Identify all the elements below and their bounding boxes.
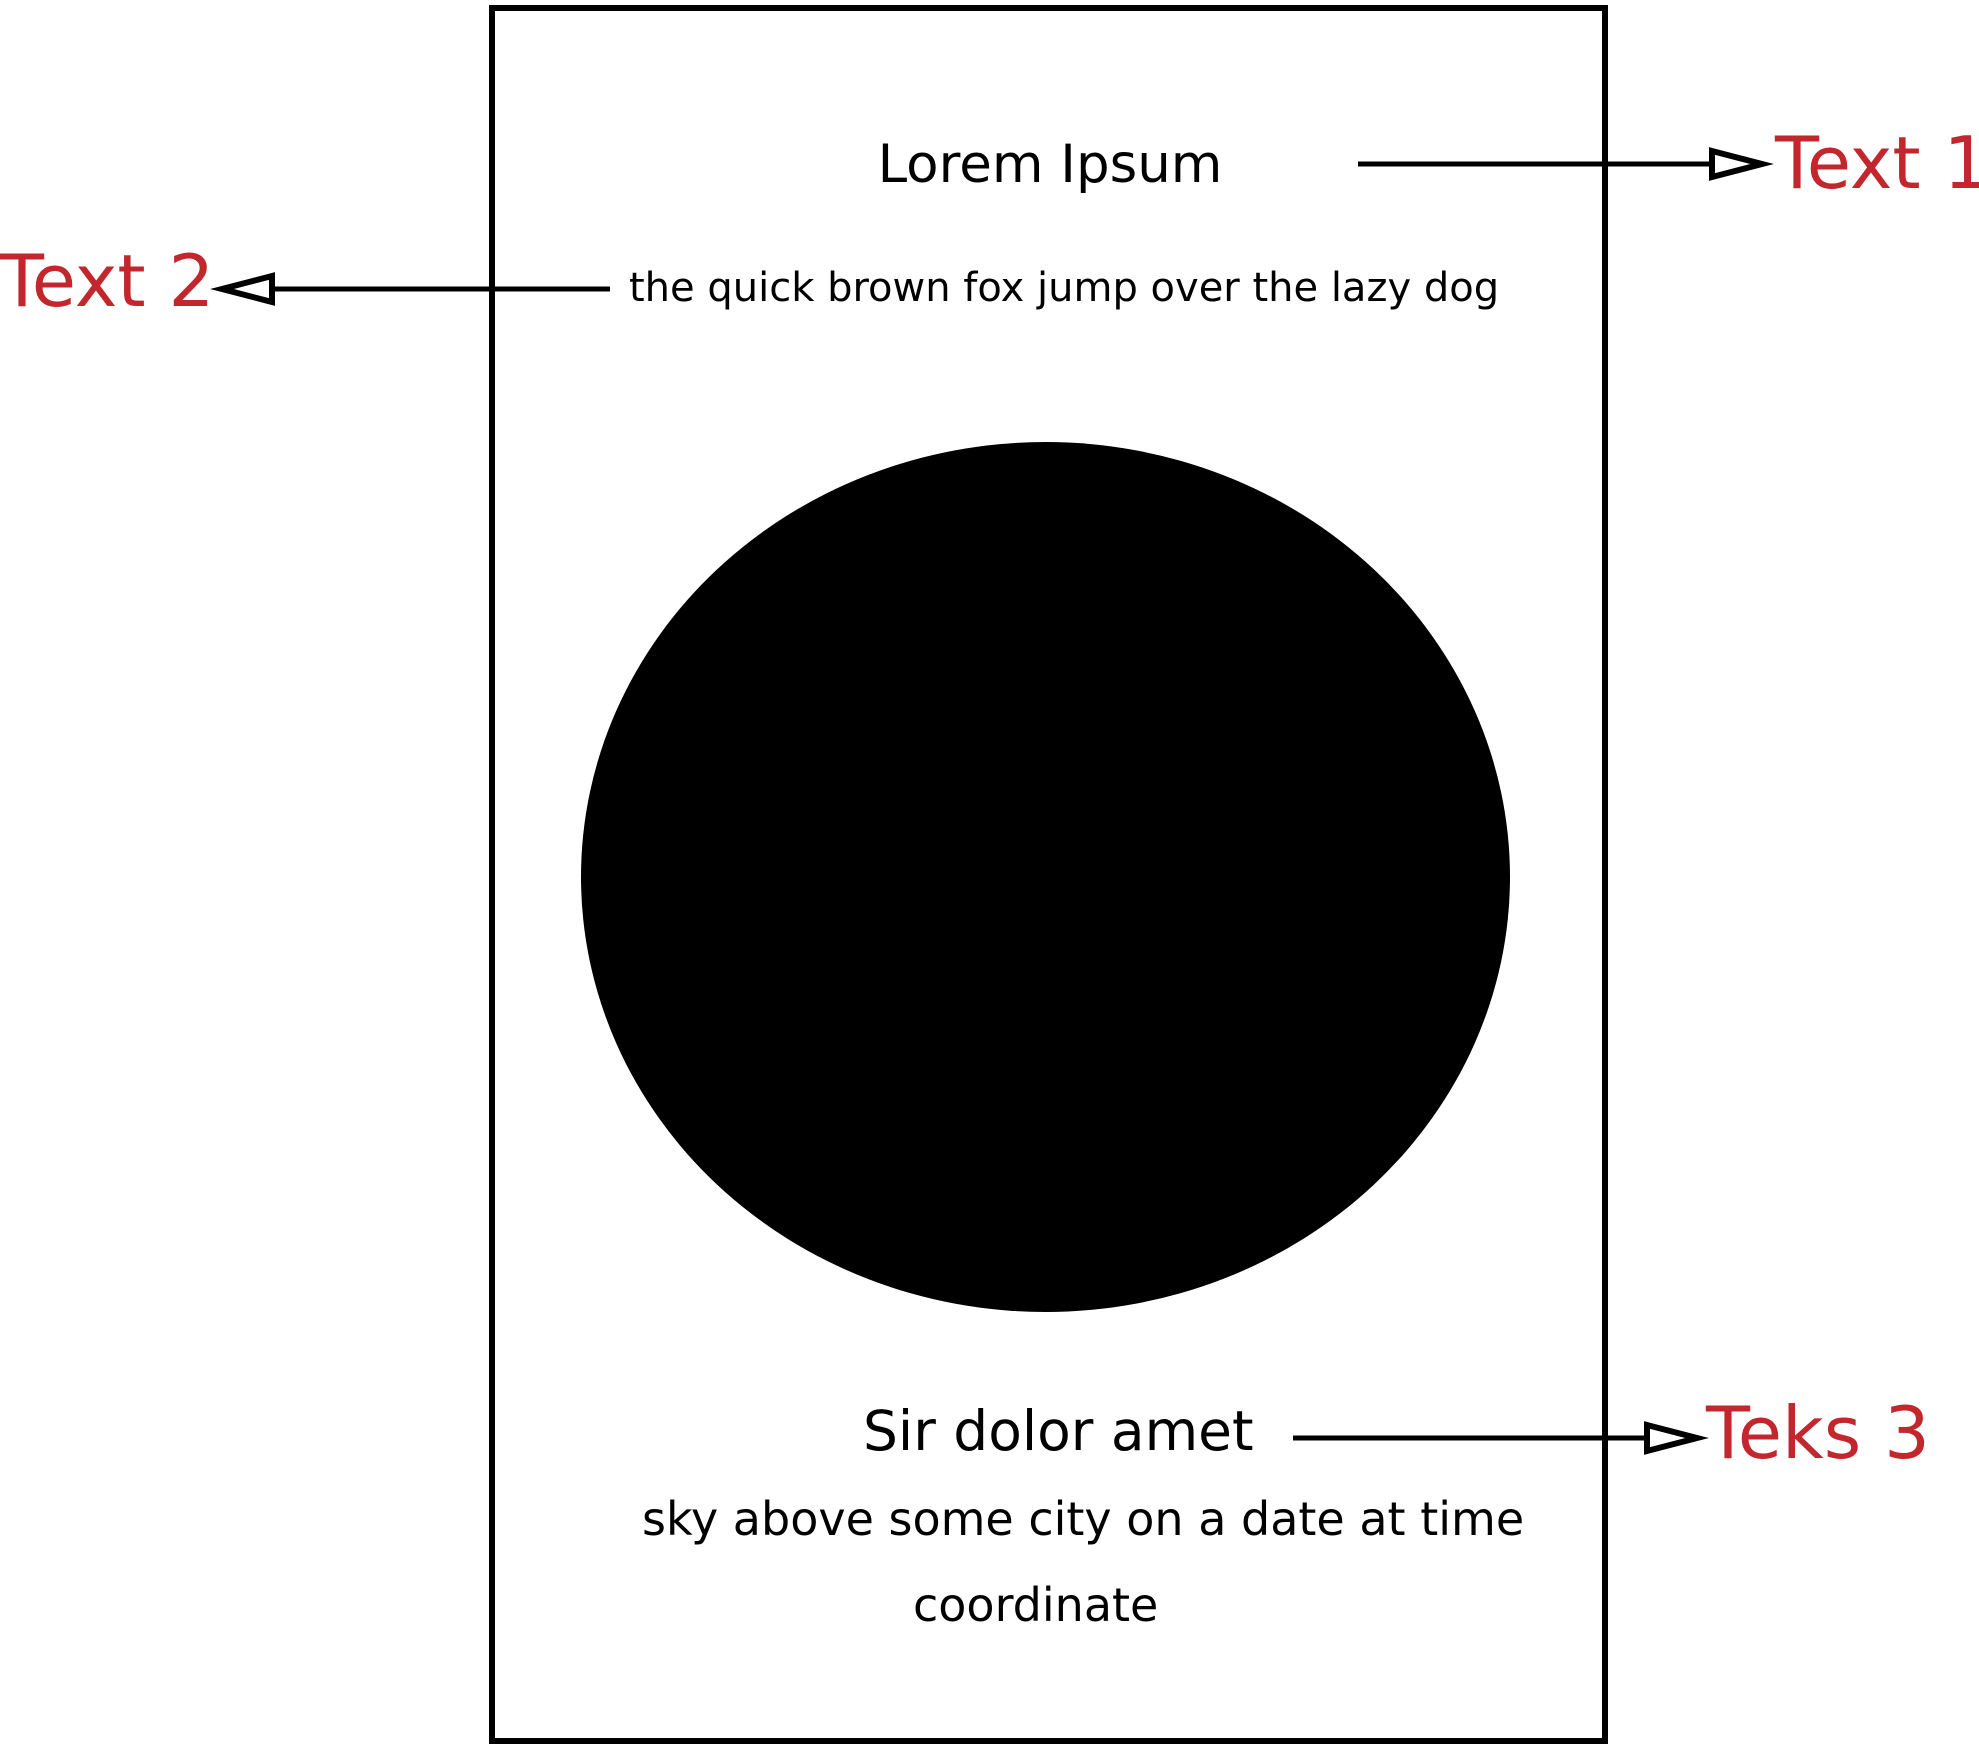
arrow-text1 xyxy=(1358,147,1774,181)
card-tagline: the quick brown fox jump over the lazy d… xyxy=(629,265,1500,311)
card-title: Lorem Ipsum xyxy=(877,134,1223,195)
card-footer-line1: sky above some city on a date at time xyxy=(642,1492,1525,1546)
filled-circle xyxy=(581,442,1510,1312)
card-footer-title: Sir dolor amet xyxy=(863,1399,1254,1463)
card-footer-line2: coordinate xyxy=(913,1578,1159,1632)
callout-text2: Text 2 xyxy=(0,239,215,323)
card-frame xyxy=(489,5,1608,1744)
callout-text1: Text 1 xyxy=(1775,121,1979,205)
arrow-text3 xyxy=(1293,1421,1709,1455)
callout-text3: Teks 3 xyxy=(1706,1391,1930,1475)
arrow-text2 xyxy=(210,272,610,306)
